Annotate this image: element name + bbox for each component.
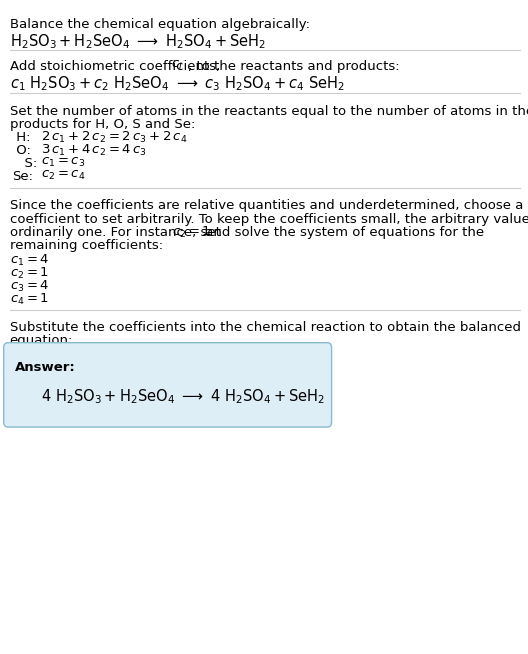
Text: S:: S: [16,157,37,170]
Text: $c_1 = 4$: $c_1 = 4$ [10,253,49,268]
Text: O:: O: [12,144,31,157]
Text: $c_3 = 4$: $c_3 = 4$ [10,279,49,294]
Text: coefficient to set arbitrarily. To keep the coefficients small, the arbitrary va: coefficient to set arbitrarily. To keep … [10,213,528,226]
Text: $2\,c_1 + 2\,c_2 = 2\,c_3 + 2\,c_4$: $2\,c_1 + 2\,c_2 = 2\,c_3 + 2\,c_4$ [41,130,187,145]
Text: $c_2 = c_4$: $c_2 = c_4$ [41,169,86,182]
Text: , to the reactants and products:: , to the reactants and products: [188,60,400,73]
Text: Set the number of atoms in the reactants equal to the number of atoms in the: Set the number of atoms in the reactants… [10,105,528,118]
Text: products for H, O, S and Se:: products for H, O, S and Se: [10,118,195,131]
Text: Answer:: Answer: [15,361,76,374]
Text: $c_1 = c_3$: $c_1 = c_3$ [41,156,86,169]
Text: ordinarily one. For instance, set: ordinarily one. For instance, set [10,226,224,239]
Text: Substitute the coefficients into the chemical reaction to obtain the balanced: Substitute the coefficients into the che… [10,321,521,334]
Text: $4\ \mathrm{H_2SO_3} + \mathrm{H_2SeO_4}\ \longrightarrow\ 4\ \mathrm{H_2SO_4} +: $4\ \mathrm{H_2SO_3} + \mathrm{H_2SeO_4}… [41,387,325,406]
Text: $c_1\ \mathrm{H_2SO_3} + c_2\ \mathrm{H_2SeO_4}\ \longrightarrow\ c_3\ \mathrm{H: $c_1\ \mathrm{H_2SO_3} + c_2\ \mathrm{H_… [10,75,344,94]
Text: Balance the chemical equation algebraically:: Balance the chemical equation algebraica… [10,18,309,31]
Text: H:: H: [12,131,31,144]
Text: remaining coefficients:: remaining coefficients: [10,239,163,252]
Text: Since the coefficients are relative quantities and underdetermined, choose a: Since the coefficients are relative quan… [10,199,523,213]
Text: Add stoichiometric coefficients,: Add stoichiometric coefficients, [10,60,224,73]
Text: $c_2 = 1$: $c_2 = 1$ [172,225,211,240]
Text: Se:: Se: [12,170,33,183]
Text: $c_i$: $c_i$ [171,59,182,72]
Text: $c_4 = 1$: $c_4 = 1$ [10,292,49,307]
Text: $c_2 = 1$: $c_2 = 1$ [10,266,49,281]
Text: equation:: equation: [10,334,73,347]
Text: $3\,c_1 + 4\,c_2 = 4\,c_3$: $3\,c_1 + 4\,c_2 = 4\,c_3$ [41,143,147,158]
Text: $\mathrm{H_2SO_3 + H_2SeO_4 \ \longrightarrow \ H_2SO_4 + SeH_2}$: $\mathrm{H_2SO_3 + H_2SeO_4 \ \longright… [10,33,266,52]
Text: and solve the system of equations for the: and solve the system of equations for th… [201,226,484,239]
